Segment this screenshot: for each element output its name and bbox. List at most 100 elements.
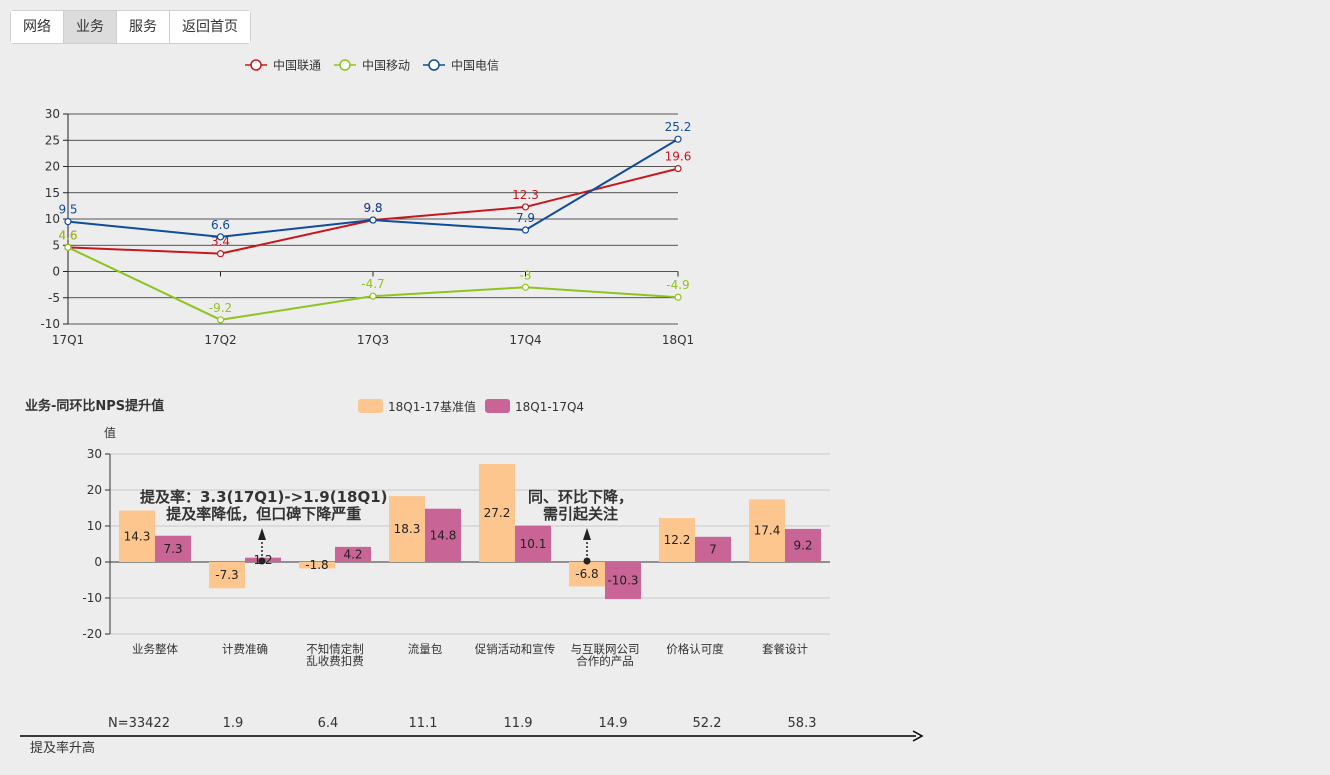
n-value-label: 11.1 — [408, 716, 438, 731]
y-tick-label: 15 — [45, 186, 60, 200]
tab-service[interactable]: 服务 — [117, 11, 170, 43]
bar-value-label: -10.3 — [607, 574, 638, 588]
n-value-label: N=33422 — [108, 716, 170, 731]
data-label: -4.9 — [666, 278, 689, 292]
bar-value-label: 14.3 — [124, 529, 151, 543]
y-tick-label: -10 — [82, 591, 102, 605]
mention-rate-axis: N=33422 1.9 6.4 11.1 11.9 14.9 52.2 58.3… — [0, 700, 1330, 775]
n-value-label: 58.3 — [787, 716, 817, 731]
data-label: -3 — [520, 268, 532, 282]
bar — [659, 518, 695, 562]
y-tick-label: -20 — [82, 627, 102, 641]
x-tick-label: 17Q4 — [509, 333, 541, 347]
legend-label: 18Q1-17基准值 — [388, 399, 476, 414]
data-point — [64, 218, 72, 226]
data-label: 25.2 — [665, 120, 692, 134]
data-point — [216, 233, 225, 241]
annotation-arrow-head — [583, 528, 591, 540]
data-point — [521, 203, 530, 211]
bar — [299, 562, 335, 569]
data-label: 4.6 — [58, 228, 77, 242]
bar-value-label: -6.8 — [575, 567, 598, 581]
data-point — [674, 135, 682, 143]
data-point — [369, 292, 377, 300]
bar — [749, 499, 785, 562]
data-label: 19.6 — [665, 150, 692, 164]
legend-marker — [250, 59, 262, 71]
bar — [569, 562, 605, 587]
bar — [479, 464, 515, 562]
bar-value-label: 12.2 — [664, 533, 691, 547]
bar — [515, 525, 551, 562]
bar-value-label: 7 — [709, 542, 717, 556]
legend-marker — [339, 59, 351, 71]
y-tick-label: 20 — [87, 483, 102, 497]
y-tick-label: -5 — [48, 291, 60, 305]
annotation-arrow-head — [258, 528, 266, 540]
data-label: 7.9 — [516, 211, 535, 225]
n-value-label: 1.9 — [222, 716, 244, 731]
annotation-line: 提及率：3.3(17Q1)->1.9(18Q1) — [140, 488, 388, 506]
data-label: 9.8 — [363, 201, 382, 215]
data-label: 12.3 — [512, 188, 539, 202]
x-tick-label: 17Q2 — [204, 333, 236, 347]
n-value-label: 14.9 — [598, 716, 628, 731]
data-label: 9.5 — [58, 203, 77, 217]
bar-value-label: 7.3 — [163, 542, 182, 556]
bar — [785, 528, 821, 562]
y-tick-label: 5 — [52, 238, 60, 252]
operator-nps-line-chart: -10 -5 0 5 10 15 20 25 30 17Q1 17Q2 17Q3 17Q4 18Q1 4.6… — [40, 58, 694, 348]
bar — [119, 510, 155, 562]
y-tick-label: 25 — [45, 133, 60, 147]
y-tick-label: -10 — [40, 317, 60, 331]
x-category-label: 套餐设计 — [762, 642, 808, 656]
data-label: 9.8 — [363, 201, 382, 215]
bar-value-label: 4.2 — [343, 547, 362, 561]
bar-value-label: 18.3 — [394, 522, 421, 536]
tab-network[interactable]: 网络 — [11, 11, 64, 43]
y-tick-label: 30 — [45, 107, 60, 121]
x-category-label: 不知情定制 — [306, 642, 364, 656]
legend-marker — [428, 59, 440, 71]
bar — [695, 536, 731, 562]
data-label: -4.7 — [361, 277, 384, 291]
data-point — [521, 226, 530, 234]
mention-rate-annotation: 提及率：3.3(17Q1)->1.9(18Q1) 提及率降低，但口碑下降严重 — [140, 489, 388, 523]
annotation-arrow-base — [583, 557, 591, 565]
x-category-label: 业务整体 — [132, 642, 178, 656]
y-tick-label: 0 — [52, 265, 60, 279]
bar-chart-title: 业务-同环比NPS提升值 — [25, 398, 164, 414]
data-point — [674, 293, 682, 301]
bar — [155, 535, 191, 562]
bar — [425, 508, 461, 562]
decline-attention-annotation: 同、环比下降， 需引起关注 — [528, 489, 633, 523]
annotation-line: 同、环比下降， — [528, 488, 634, 506]
annotation-line: 需引起关注 — [543, 505, 619, 523]
data-label: 6.6 — [211, 218, 230, 232]
legend-swatch — [485, 399, 510, 413]
data-label: -9.2 — [209, 301, 232, 315]
x-category-label: 价格认可度 — [666, 642, 724, 656]
y-tick-label: 10 — [45, 212, 60, 226]
bar-value-label: 10.1 — [520, 537, 547, 551]
data-label: 4.6 — [58, 228, 77, 242]
annotation-line: 提及率降低，但口碑下降严重 — [166, 505, 362, 523]
tab-home[interactable]: 返回首页 — [170, 11, 250, 43]
bar-value-label: -7.3 — [215, 568, 238, 582]
bar-value-label: 9.2 — [793, 538, 812, 552]
bar — [209, 562, 245, 589]
data-point — [64, 243, 72, 251]
data-point — [521, 283, 530, 291]
y-tick-label: 30 — [87, 447, 102, 461]
bar-value-label: 17.4 — [754, 524, 781, 538]
data-point — [674, 165, 682, 173]
legend-label: 中国移动 — [362, 58, 410, 73]
bar-value-label: 14.8 — [430, 528, 457, 542]
legend-swatch — [358, 399, 383, 413]
n-value-label: 6.4 — [317, 716, 339, 731]
bar — [389, 496, 425, 562]
x-tick-label: 17Q3 — [357, 333, 389, 347]
legend-label: 中国电信 — [451, 58, 499, 73]
tab-business[interactable]: 业务 — [64, 11, 117, 43]
